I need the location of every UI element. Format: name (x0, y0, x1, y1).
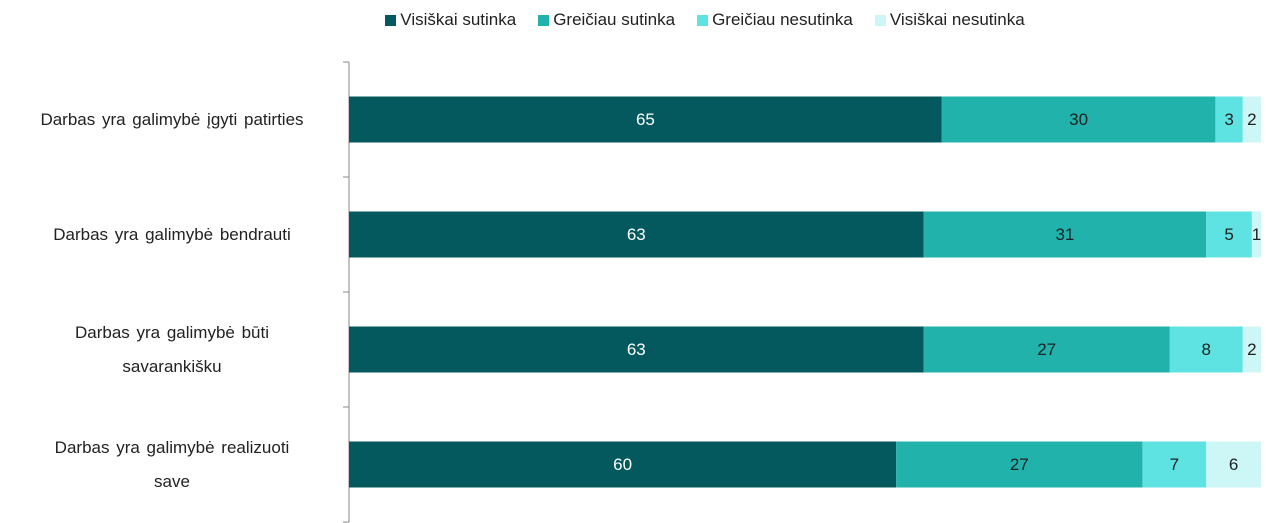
bar-segment (1206, 441, 1261, 488)
bar-segment (923, 326, 1170, 373)
legend-label: Greičiau nesutinka (712, 10, 853, 29)
legend-label: Visiškai sutinka (400, 10, 517, 29)
data-label: 31 (1055, 225, 1074, 244)
legend-item: Visiškai nesutinka (874, 10, 1025, 30)
data-label: 8 (1202, 340, 1211, 359)
category-label: Darbas yra galimybė būti savarankišku (74, 322, 270, 376)
category-label: Darbas yra galimybė realizuoti save (54, 437, 290, 491)
legend-item: Greičiau sutinka (538, 10, 675, 30)
bar-segment (941, 96, 1216, 143)
data-label: 1 (1252, 225, 1261, 244)
legend-swatch (874, 14, 886, 26)
bar-segment (1169, 326, 1243, 373)
bar-segment (349, 326, 924, 373)
bar-segment (349, 96, 942, 143)
category-label: Darbas yra galimybė bendrauti (53, 224, 291, 244)
data-label: 6 (1229, 455, 1238, 474)
data-label: 7 (1170, 455, 1179, 474)
legend-swatch (385, 14, 397, 26)
legend-swatch (697, 14, 709, 26)
bar-segment (1251, 211, 1261, 258)
data-label: 5 (1224, 225, 1233, 244)
legend-label: Greičiau sutinka (553, 10, 676, 29)
legend-swatch (538, 14, 550, 26)
data-label: 65 (636, 110, 655, 129)
legend: Visiškai sutinka Greičiau sutinka Greičiau… (0, 10, 1266, 30)
data-label: 27 (1037, 340, 1056, 359)
bar-segment (349, 211, 924, 258)
bar-segment (1142, 441, 1207, 488)
data-label: 3 (1224, 110, 1233, 129)
data-label: 2 (1247, 110, 1256, 129)
legend-item: Visiškai sutinka (385, 10, 516, 30)
bar-segment (1206, 211, 1252, 258)
bar-segment (1242, 96, 1261, 143)
data-label: 27 (1010, 455, 1029, 474)
bar-segment (1215, 96, 1243, 143)
data-label: 63 (627, 340, 646, 359)
legend-label: Visiškai nesutinka (889, 10, 1025, 29)
data-label: 2 (1247, 340, 1256, 359)
bar-segment (349, 441, 897, 488)
bar-segment (1242, 326, 1261, 373)
category-label: Darbas yra galimybė įgyti patirties (40, 109, 304, 129)
data-label: 60 (613, 455, 632, 474)
bar-segment (896, 441, 1143, 488)
data-label: 30 (1069, 110, 1088, 129)
legend-item: Greičiau nesutinka (697, 10, 853, 30)
data-label: 63 (627, 225, 646, 244)
bar-segment (923, 211, 1207, 258)
